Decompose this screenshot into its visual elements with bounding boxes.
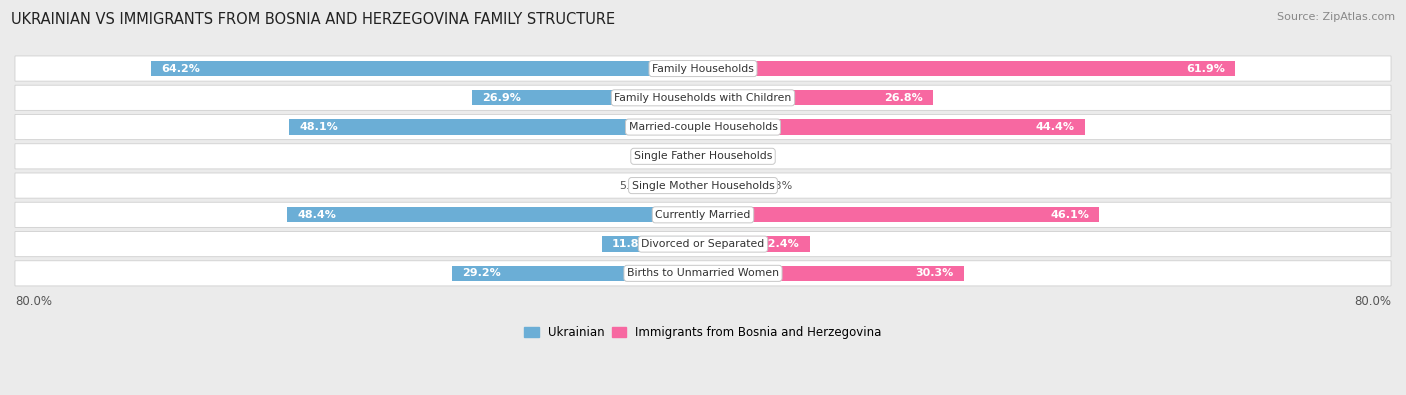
Text: Currently Married: Currently Married — [655, 210, 751, 220]
Bar — [654, 178, 703, 193]
Text: Divorced or Separated: Divorced or Separated — [641, 239, 765, 249]
Text: 46.1%: 46.1% — [1050, 210, 1090, 220]
FancyBboxPatch shape — [15, 173, 1391, 198]
Bar — [703, 61, 1236, 76]
Text: Family Households: Family Households — [652, 64, 754, 73]
Text: 12.4%: 12.4% — [761, 239, 799, 249]
Bar — [150, 61, 703, 76]
Text: 30.3%: 30.3% — [915, 268, 953, 278]
FancyBboxPatch shape — [15, 202, 1391, 228]
Legend: Ukrainian, Immigrants from Bosnia and Herzegovina: Ukrainian, Immigrants from Bosnia and He… — [520, 322, 886, 344]
Text: 80.0%: 80.0% — [15, 295, 52, 308]
Text: Source: ZipAtlas.com: Source: ZipAtlas.com — [1277, 12, 1395, 22]
Text: 5.7%: 5.7% — [619, 181, 647, 190]
FancyBboxPatch shape — [15, 231, 1391, 257]
Text: UKRAINIAN VS IMMIGRANTS FROM BOSNIA AND HERZEGOVINA FAMILY STRUCTURE: UKRAINIAN VS IMMIGRANTS FROM BOSNIA AND … — [11, 12, 616, 27]
Bar — [287, 207, 703, 222]
Text: Married-couple Households: Married-couple Households — [628, 122, 778, 132]
Text: 29.2%: 29.2% — [463, 268, 501, 278]
Text: 26.8%: 26.8% — [884, 93, 924, 103]
Text: 61.9%: 61.9% — [1187, 64, 1225, 73]
Text: Family Households with Children: Family Households with Children — [614, 93, 792, 103]
Bar — [471, 90, 703, 105]
Bar — [451, 266, 703, 281]
Text: Single Mother Households: Single Mother Households — [631, 181, 775, 190]
Bar — [703, 149, 724, 164]
Bar — [703, 266, 963, 281]
Bar — [703, 90, 934, 105]
Text: Single Father Households: Single Father Households — [634, 151, 772, 161]
FancyBboxPatch shape — [15, 85, 1391, 110]
Text: 2.1%: 2.1% — [650, 151, 678, 161]
Text: 2.4%: 2.4% — [731, 151, 759, 161]
Text: 44.4%: 44.4% — [1035, 122, 1074, 132]
Text: 48.4%: 48.4% — [297, 210, 336, 220]
Text: Births to Unmarried Women: Births to Unmarried Women — [627, 268, 779, 278]
Bar — [290, 119, 703, 135]
Text: 64.2%: 64.2% — [162, 64, 200, 73]
FancyBboxPatch shape — [15, 144, 1391, 169]
Bar — [602, 237, 703, 252]
Text: 6.3%: 6.3% — [763, 181, 793, 190]
Bar — [703, 207, 1099, 222]
Text: 80.0%: 80.0% — [1354, 295, 1391, 308]
FancyBboxPatch shape — [15, 261, 1391, 286]
Text: 26.9%: 26.9% — [482, 93, 520, 103]
Text: 48.1%: 48.1% — [299, 122, 339, 132]
Text: 11.8%: 11.8% — [612, 239, 651, 249]
Bar — [703, 178, 758, 193]
FancyBboxPatch shape — [15, 56, 1391, 81]
Bar — [703, 119, 1085, 135]
Bar — [703, 237, 810, 252]
Bar — [685, 149, 703, 164]
FancyBboxPatch shape — [15, 115, 1391, 140]
